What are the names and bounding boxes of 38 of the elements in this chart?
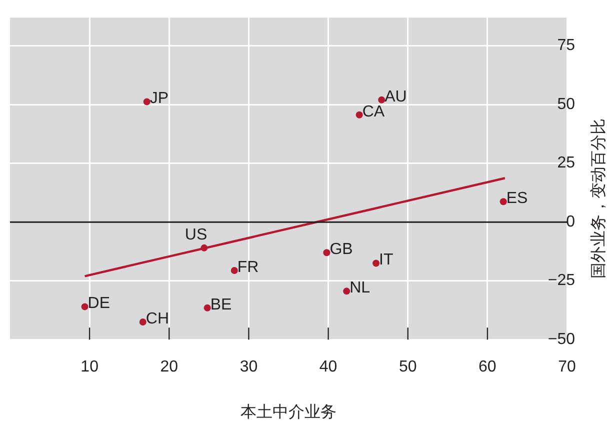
point <box>81 303 88 310</box>
x-tick-label: 10 <box>80 358 99 376</box>
annotation: DE <box>88 295 110 312</box>
annotation: JP <box>150 90 169 108</box>
point <box>323 249 330 256</box>
annotation: US <box>184 226 208 244</box>
x-axis-title: 本土中介业务 <box>240 402 336 421</box>
annotation: AU <box>384 88 407 106</box>
point <box>356 111 363 118</box>
y-tick-label: 75 <box>557 37 576 54</box>
point <box>500 198 507 206</box>
y-tick-label: 50 <box>557 96 576 113</box>
annotation: GB <box>330 241 353 258</box>
y-tick-label: −25 <box>548 272 576 290</box>
x-tick-label: 30 <box>240 358 258 376</box>
annotation: CH <box>146 310 169 328</box>
annotation: ES <box>506 190 528 208</box>
x-tick-label: 60 <box>478 358 496 376</box>
point <box>139 318 146 326</box>
annotation: BE <box>210 296 232 314</box>
x-tick-label: 50 <box>398 358 417 376</box>
y-axis-title: 国外业务，变动百分比 <box>589 118 607 279</box>
y-tick-label: 0 <box>566 213 576 230</box>
point <box>204 304 211 312</box>
point <box>230 267 238 274</box>
annotation: CA <box>362 103 385 120</box>
y-tick-label: −50 <box>548 331 576 348</box>
annotation: NL <box>350 280 370 297</box>
point <box>200 244 208 252</box>
x-tick-label: 20 <box>160 358 178 376</box>
point <box>143 98 150 106</box>
y-tick-label: 25 <box>557 154 576 172</box>
x-tick-label: 70 <box>558 358 576 376</box>
annotation: IT <box>379 252 394 269</box>
point <box>372 260 380 267</box>
point <box>343 288 350 295</box>
annotation: FR <box>237 258 259 276</box>
x-tick-label: 40 <box>319 358 338 376</box>
